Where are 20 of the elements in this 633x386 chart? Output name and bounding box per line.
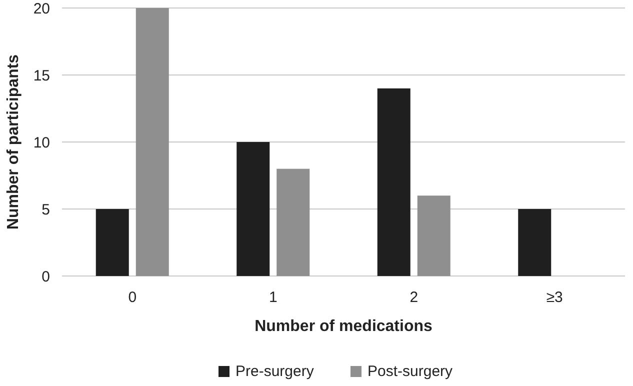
legend-label: Post-surgery: [368, 363, 454, 380]
bar: [136, 8, 169, 276]
bar: [96, 209, 129, 276]
legend-label: Pre-surgery: [236, 363, 314, 380]
bar: [276, 168, 310, 276]
x-axis-title: Number of medications: [254, 318, 432, 335]
y-axis-title: Number of participants: [5, 54, 22, 230]
x-tick-label: ≥3: [546, 289, 563, 306]
x-tick-label: 0: [128, 289, 137, 306]
x-tick-label: 1: [268, 289, 278, 306]
y-tick-label: 15: [33, 67, 50, 84]
x-tick-label: 2: [410, 289, 418, 306]
bar: [417, 196, 450, 276]
y-tick-label: 10: [33, 134, 50, 152]
y-tick-label: 5: [42, 201, 50, 218]
bar: [518, 209, 552, 276]
y-tick-label: 0: [42, 268, 50, 286]
bar: [236, 142, 270, 276]
bar: [377, 88, 410, 276]
y-tick-label: 20: [33, 0, 50, 18]
